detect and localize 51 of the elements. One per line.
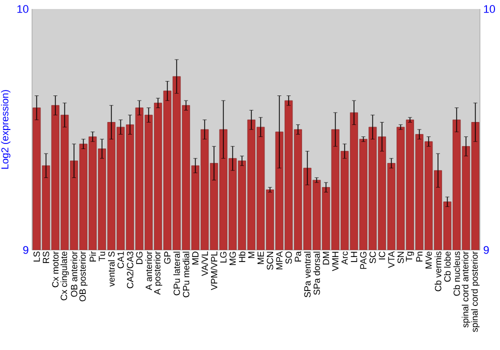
x-tick-label: LS (33, 252, 40, 262)
x-tick-label: MG (229, 252, 236, 265)
x-tick-label: CA1 (117, 252, 124, 268)
x-tick-label: OB posterior (79, 251, 88, 302)
x-tick-label: Cb vermis (434, 252, 442, 292)
x-tick-label: Pn (416, 252, 422, 262)
x-tick-label: SO (285, 252, 292, 264)
x-tick-label: CPu medial (182, 252, 190, 298)
y-axis-title: Log2 (expression) (1, 90, 10, 169)
x-tick-label: MVe (426, 252, 432, 268)
x-tick-label: SPa ventral (304, 252, 311, 298)
y2-tick-label: 9 (484, 246, 489, 254)
x-tick-label: CPu lateral (173, 252, 180, 296)
x-tick-label: DG (136, 252, 143, 264)
x-tick-label: VMH (332, 252, 338, 272)
x-tick-label: spinal cord posterior (471, 251, 480, 332)
x-tick-label: Cb lobe (444, 252, 451, 282)
x-tick-label: ventral S (108, 252, 115, 287)
x-tick-label: Cx cingulate (60, 252, 69, 300)
x-tick-label: Cx motor (52, 251, 59, 288)
x-tick-label: MPA (276, 251, 282, 270)
x-tick-label: Tg (406, 252, 414, 262)
x-tick-label: OB anterior (70, 251, 78, 297)
x-tick-label: CA2/CA3 (126, 252, 134, 288)
x-tick-label: SPa dorsal (313, 252, 320, 295)
x-tick-label: M (248, 252, 254, 258)
x-tick-label: VA/VL (201, 251, 208, 276)
x-tick-label: Cb nucleus (453, 252, 460, 296)
x-tick-label: A posterior (154, 251, 162, 295)
x-tick-label: Pir (89, 251, 96, 262)
x-tick-label: SC (369, 252, 376, 264)
x-tick-label: SN (397, 252, 404, 264)
x-tick-label: GP (164, 252, 171, 264)
x-tick-label: A anterior (145, 251, 152, 290)
x-tick-label: Arc (342, 251, 348, 265)
x-tick-label: DM (322, 252, 330, 264)
x-tick-label: PAG (360, 252, 367, 269)
x-tick-label: SCN (266, 252, 274, 270)
x-tick-label: VPM/VPL (210, 251, 218, 290)
x-tick-label: Tu (98, 252, 106, 262)
x-tick-label: LH (350, 252, 358, 262)
x-tick-label: RS (42, 252, 50, 263)
x-tick-label: MD (192, 252, 198, 264)
x-tick-label: VTA (388, 251, 394, 268)
x-tick-label: Hb (238, 252, 246, 262)
x-tick-label: IC (378, 252, 386, 260)
x-tick-label: ME (258, 252, 264, 264)
x-tick-label: Pa (294, 251, 302, 262)
x-tick-label: LG (220, 252, 227, 262)
x-tick-label: spinal cord anterior (462, 251, 470, 328)
y2-tick-label: 10 (484, 5, 495, 13)
